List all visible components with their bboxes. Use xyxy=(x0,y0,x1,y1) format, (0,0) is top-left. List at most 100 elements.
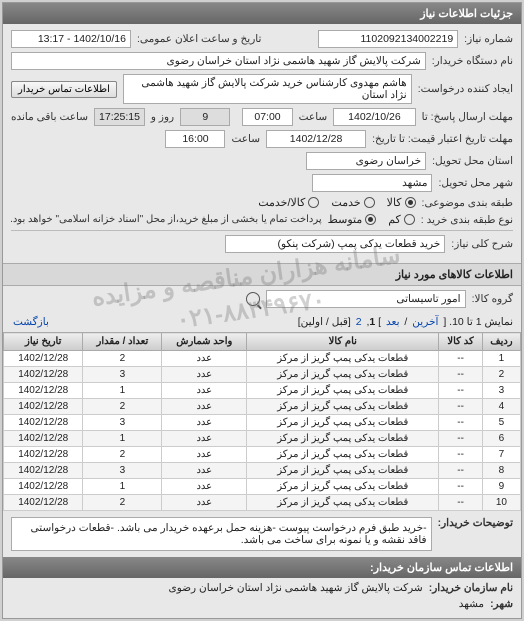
buyer-org-label: نام دستگاه خریدار: xyxy=(432,55,513,67)
goods-section-title: اطلاعات کالاهای مورد نیاز xyxy=(3,263,521,286)
table-cell: 1402/12/28 xyxy=(4,447,83,463)
city-value: مشهد xyxy=(312,174,432,192)
radio-on-icon xyxy=(405,197,416,208)
table-row[interactable]: 7--قطعات یدکی پمپ گریز از مرکزعدد21402/1… xyxy=(4,447,521,463)
pager-last-link[interactable]: آخرین xyxy=(412,316,438,328)
table-cell: قطعات یدکی پمپ گریز از مرکز xyxy=(247,463,439,479)
pager-sep: / xyxy=(402,316,408,328)
radio-off-icon xyxy=(364,197,375,208)
table-cell: -- xyxy=(439,367,483,383)
pack-radio-group: کالا خدمت کالا/خدمت xyxy=(258,196,415,209)
goods-group-label: گروه کالا: xyxy=(472,293,513,305)
notes-label: توضیحات خریدار: xyxy=(438,517,513,551)
table-cell: قطعات یدکی پمپ گریز از مرکز xyxy=(247,495,439,511)
table-cell: عدد xyxy=(162,383,247,399)
table-cell: 1402/12/28 xyxy=(4,415,83,431)
pay-med-radio[interactable]: متوسط xyxy=(328,213,377,226)
time-remain: 17:25:15 xyxy=(94,108,145,126)
contact-buyer-button[interactable]: اطلاعات تماس خریدار xyxy=(11,81,117,98)
table-row[interactable]: 3--قطعات یدکی پمپ گریز از مرکزعدد11402/1… xyxy=(4,383,521,399)
table-cell: عدد xyxy=(162,399,247,415)
table-row[interactable]: 6--قطعات یدکی پمپ گریز از مرکزعدد11402/1… xyxy=(4,431,521,447)
table-cell: عدد xyxy=(162,431,247,447)
table-cell: 1402/12/28 xyxy=(4,367,83,383)
table-cell: 5 xyxy=(482,415,520,431)
price-deadline-time: 16:00 xyxy=(165,130,225,148)
ann-date-value: 1402/10/16 - 13:17 xyxy=(11,30,131,48)
notes-text: -خرید طبق فرم درخواست پیوست -هزینه حمل ب… xyxy=(11,517,432,551)
pack-goods-label: کالا xyxy=(387,196,402,209)
need-title-label: شرح کلی نیاز: xyxy=(451,238,513,250)
table-cell: -- xyxy=(439,383,483,399)
pay-low-radio[interactable]: کم xyxy=(388,213,415,226)
table-cell: عدد xyxy=(162,495,247,511)
radio-off-icon xyxy=(404,214,415,225)
table-cell: 2 xyxy=(83,447,162,463)
pager-p2-link[interactable]: 2 xyxy=(356,316,362,328)
pack-both-radio[interactable]: کالا/خدمت xyxy=(258,196,319,209)
table-cell: قطعات یدکی پمپ گریز از مرکز xyxy=(247,415,439,431)
table-row[interactable]: 10--قطعات یدکی پمپ گریز از مرکزعدد21402/… xyxy=(4,495,521,511)
days-label: روز و xyxy=(151,111,174,123)
table-cell: 1402/12/28 xyxy=(4,431,83,447)
buyer-notes: توضیحات خریدار: -خرید طبق فرم درخواست پی… xyxy=(3,511,521,557)
table-cell: عدد xyxy=(162,479,247,495)
table-cell: عدد xyxy=(162,367,247,383)
table-cell: -- xyxy=(439,431,483,447)
pack-label: طبقه بندی موضوعی: xyxy=(422,197,513,209)
table-cell: -- xyxy=(439,447,483,463)
pager-back-link[interactable]: بازگشت xyxy=(13,316,49,328)
goods-group-value: امور تاسیساتی xyxy=(266,290,466,308)
table-cell: قطعات یدکی پمپ گریز از مرکز xyxy=(247,447,439,463)
pager-next-link[interactable]: بعد xyxy=(386,316,400,328)
price-deadline-date: 1402/12/28 xyxy=(266,130,366,148)
time-remain-label: ساعت باقی مانده xyxy=(11,111,88,123)
pack-goods-radio[interactable]: کالا xyxy=(387,196,416,209)
table-header: تاریخ نیاز xyxy=(4,333,83,351)
table-row[interactable]: 2--قطعات یدکی پمپ گریز از مرکزعدد31402/1… xyxy=(4,367,521,383)
contact-body: نام سازمان خریدار: شرکت پالایش گاز شهید … xyxy=(3,578,521,618)
general-info: شماره نیاز: 1102092134002219 تاریخ و ساع… xyxy=(3,24,521,263)
table-cell: عدد xyxy=(162,463,247,479)
pay-label: نوع طبقه بندی خرید : xyxy=(421,214,513,226)
pack-service-label: خدمت xyxy=(331,196,360,209)
table-row[interactable]: 9--قطعات یدکی پمپ گریز از مرکزعدد11402/1… xyxy=(4,479,521,495)
table-header: ردیف xyxy=(482,333,520,351)
table-row[interactable]: 8--قطعات یدکی پمپ گریز از مرکزعدد31402/1… xyxy=(4,463,521,479)
deadline-send-label: مهلت ارسال پاسخ: تا xyxy=(422,111,513,123)
table-cell: 1 xyxy=(482,351,520,367)
table-cell: 1 xyxy=(83,431,162,447)
pack-both-label: کالا/خدمت xyxy=(258,196,305,209)
table-cell: 3 xyxy=(83,415,162,431)
table-cell: 2 xyxy=(83,399,162,415)
table-row[interactable]: 4--قطعات یدکی پمپ گریز از مرکزعدد21402/1… xyxy=(4,399,521,415)
deadline-send-time: 07:00 xyxy=(242,108,292,126)
pay-note: پرداخت تمام یا بخشی از مبلغ خرید،از محل … xyxy=(10,214,322,225)
contact-city-value: مشهد xyxy=(459,598,484,610)
table-cell: 10 xyxy=(482,495,520,511)
table-cell: 3 xyxy=(83,463,162,479)
search-icon[interactable] xyxy=(246,292,260,306)
table-cell: 2 xyxy=(482,367,520,383)
table-cell: 3 xyxy=(482,383,520,399)
table-cell: عدد xyxy=(162,351,247,367)
table-row[interactable]: 1--قطعات یدکی پمپ گریز از مرکزعدد21402/1… xyxy=(4,351,521,367)
pay-low-label: کم xyxy=(388,213,401,226)
table-cell: 8 xyxy=(482,463,520,479)
table-cell: قطعات یدکی پمپ گریز از مرکز xyxy=(247,479,439,495)
table-cell: -- xyxy=(439,495,483,511)
pager-suffix: [قبل / اولین] xyxy=(298,316,351,328)
req-no-label: شماره نیاز: xyxy=(464,33,513,45)
pay-med-label: متوسط xyxy=(328,213,363,226)
table-header: واحد شمارش xyxy=(162,333,247,351)
deadline-send-date: 1402/10/26 xyxy=(333,108,415,126)
table-cell: -- xyxy=(439,399,483,415)
table-cell: قطعات یدکی پمپ گریز از مرکز xyxy=(247,367,439,383)
contact-org-label: نام سازمان خریدار: xyxy=(429,582,513,594)
pack-service-radio[interactable]: خدمت xyxy=(331,196,374,209)
table-cell: -- xyxy=(439,351,483,367)
ann-date-label: تاریخ و ساعت اعلان عمومی: xyxy=(137,33,261,45)
table-row[interactable]: 5--قطعات یدکی پمپ گریز از مرکزعدد31402/1… xyxy=(4,415,521,431)
buyer-org-value: شرکت پالایش گاز شهید هاشمی نژاد استان خر… xyxy=(11,52,426,70)
main-panel: جزئیات اطلاعات نیاز شماره نیاز: 11020921… xyxy=(2,2,522,619)
